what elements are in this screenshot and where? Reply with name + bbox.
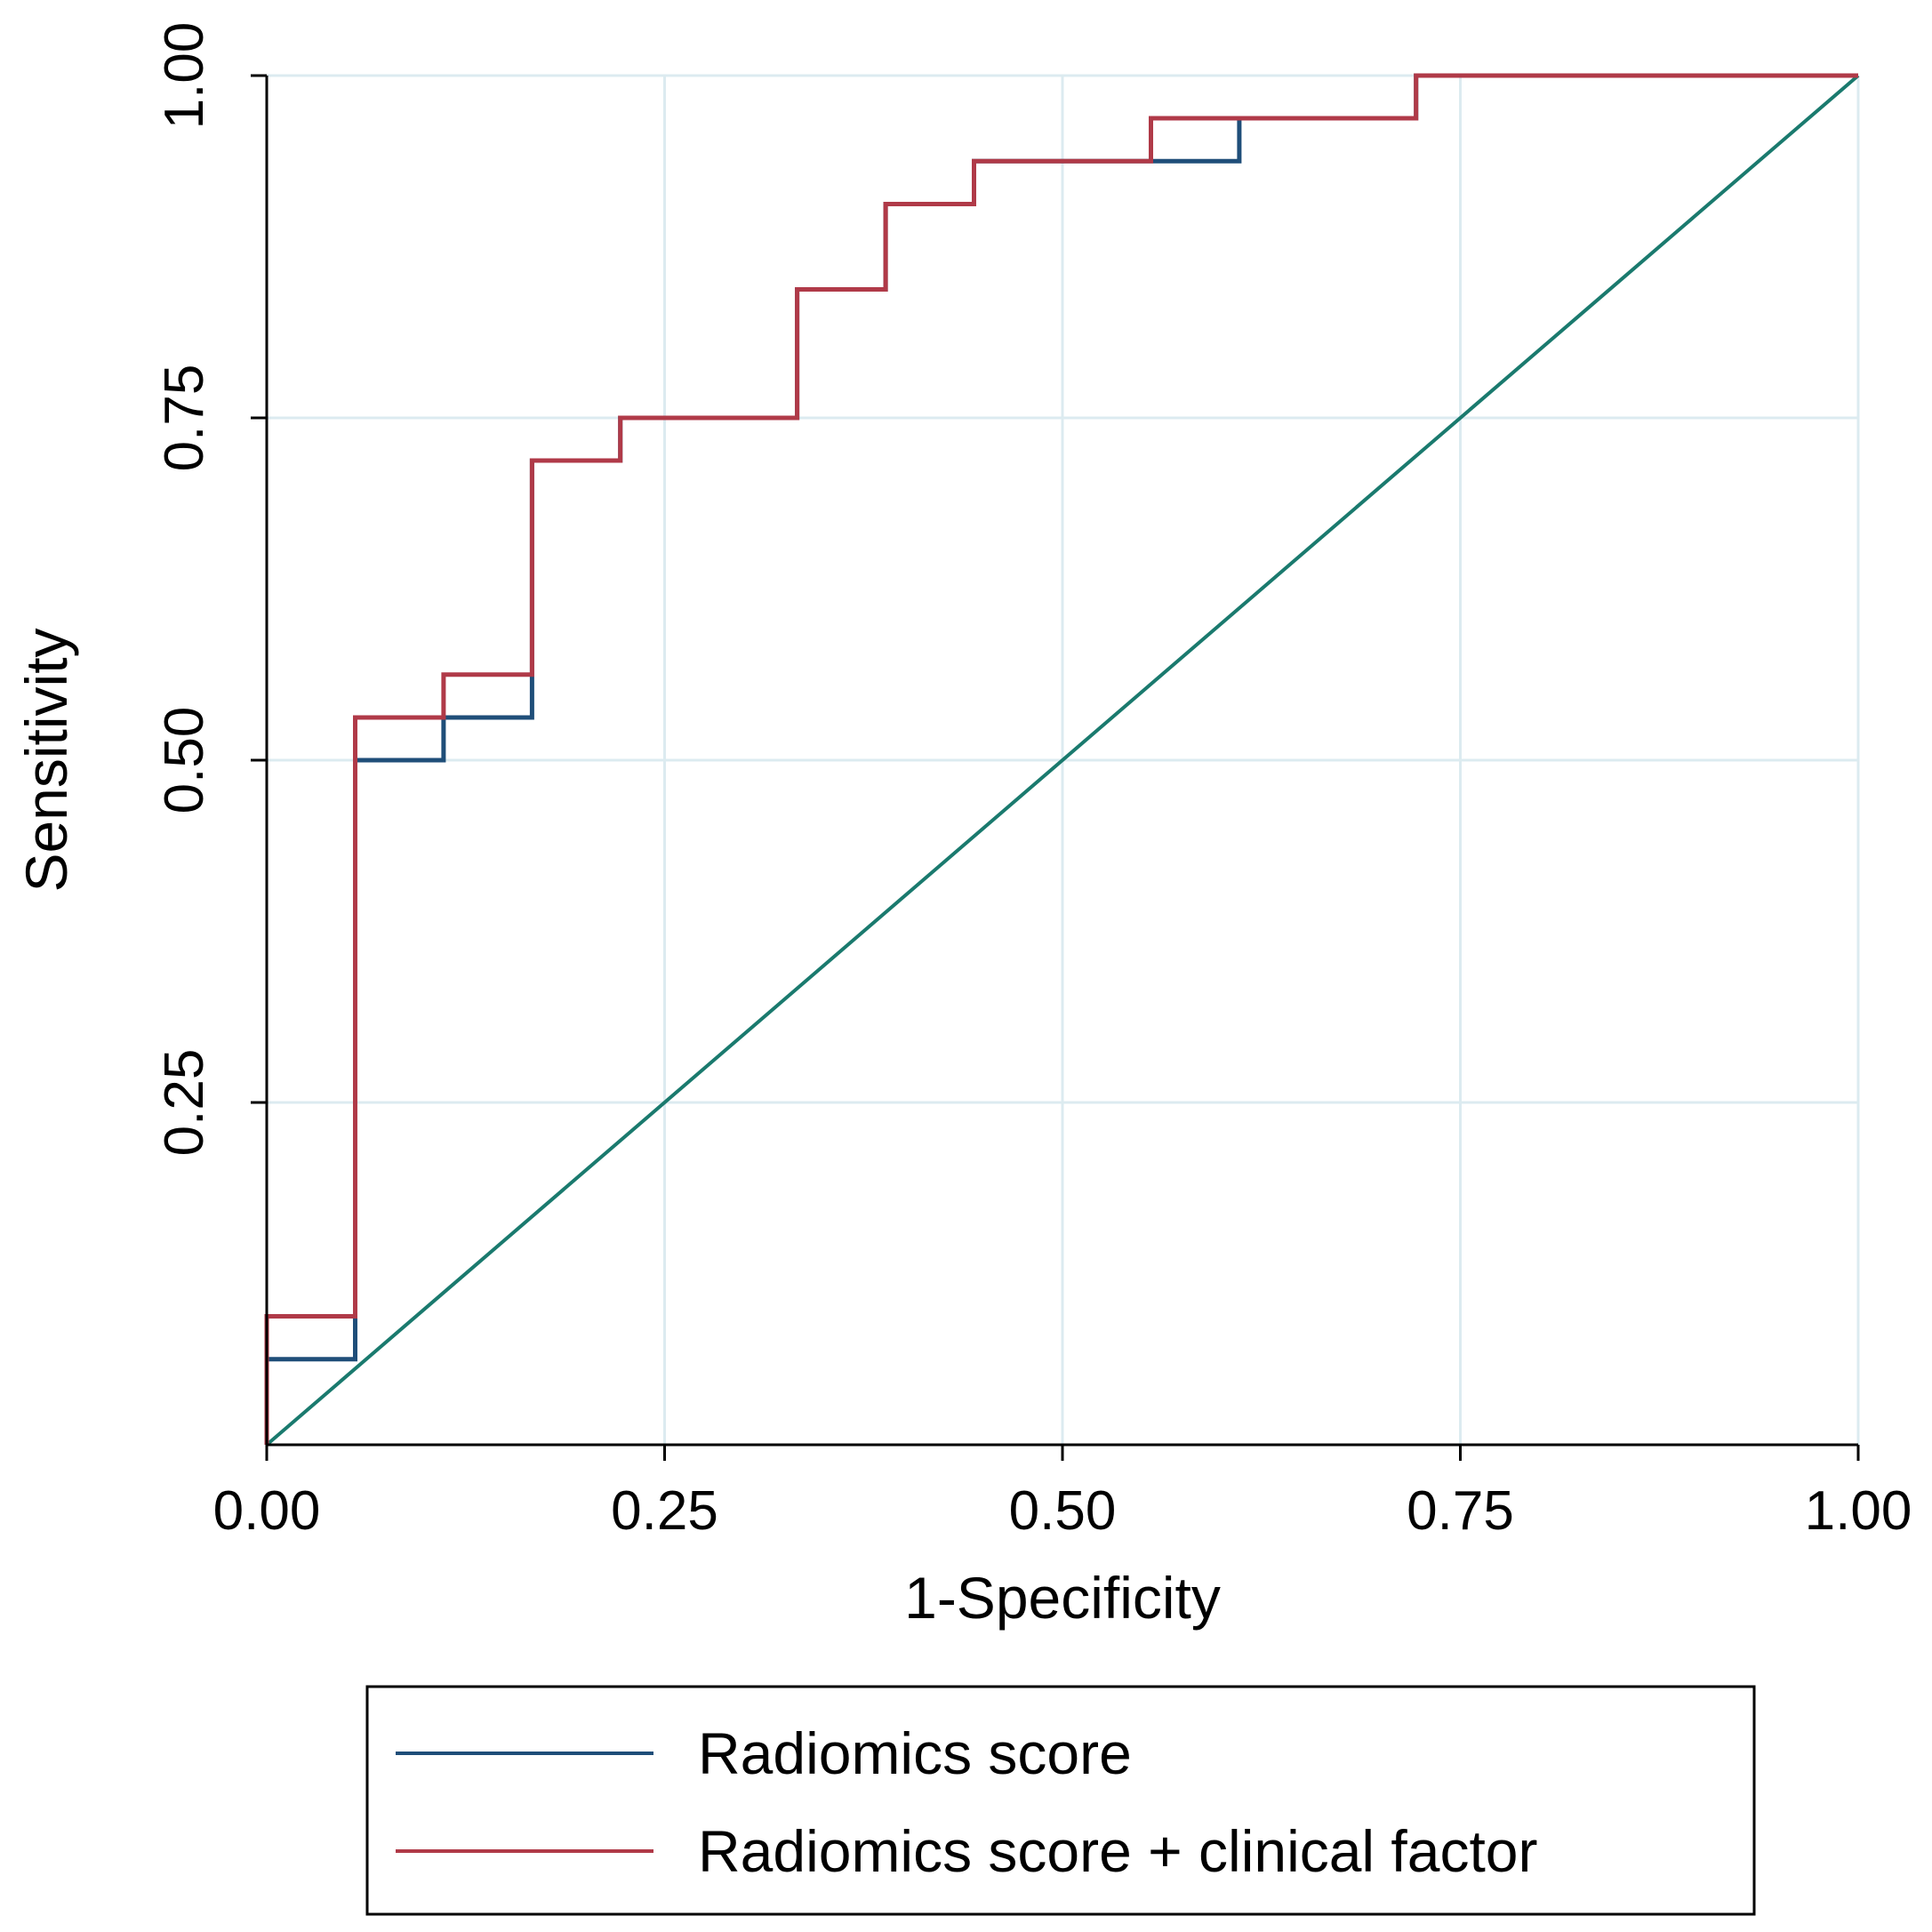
y-tick-label: 0.75 (154, 365, 215, 472)
x-tick-label: 1.00 (1805, 1480, 1912, 1542)
tick-labels: 0.00 0.25 0.50 0.75 1.00 0.25 0.50 0.75 1.00 (154, 22, 1912, 1542)
legend: Radiomics score Radiomics score + clinic… (365, 1685, 1756, 1916)
axes (251, 74, 1860, 1461)
y-tick-label: 0.25 (154, 1049, 215, 1157)
x-tick-label: 0.00 (213, 1480, 321, 1542)
legend-box (365, 1685, 1756, 1916)
x-tick-label: 0.75 (1407, 1480, 1514, 1542)
y-tick-label: 1.00 (154, 22, 215, 130)
legend-label-radiomics-score: Radiomics score (698, 1720, 1132, 1786)
y-axis-title: Sensitivity (13, 628, 79, 892)
x-axis-title: 1-Specificity (904, 1565, 1221, 1631)
x-tick-label: 0.50 (1009, 1480, 1117, 1542)
x-tick-label: 0.25 (611, 1480, 718, 1542)
reference-diagonal-line (265, 74, 1860, 1447)
reference-line-group (265, 74, 1860, 1447)
legend-label-radiomics-clinical: Radiomics score + clinical factor (698, 1818, 1538, 1884)
series-group (264, 73, 1858, 1445)
series-line-radiomics-clinical (264, 73, 1858, 1445)
y-tick-label: 0.50 (154, 707, 215, 814)
